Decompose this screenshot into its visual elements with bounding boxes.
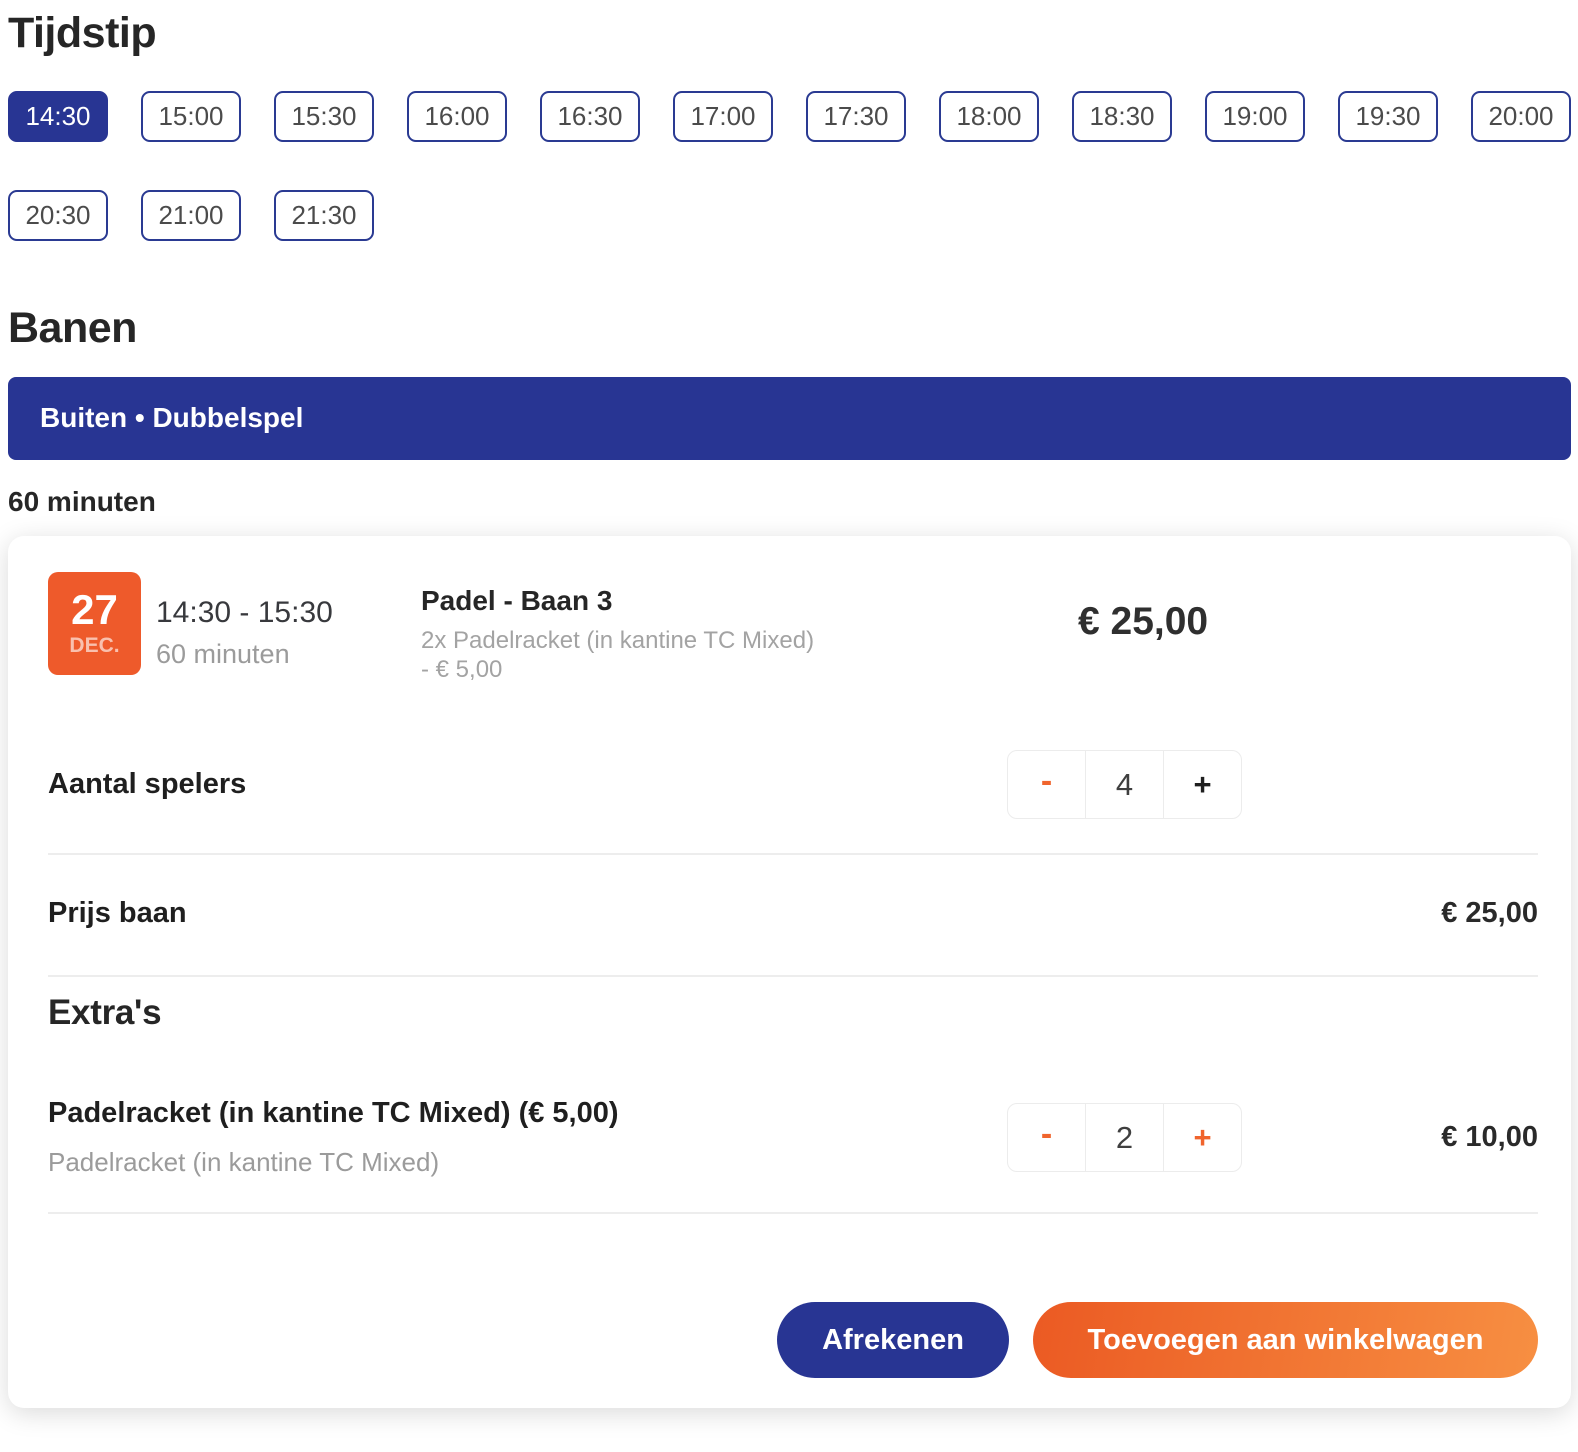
date-month: DEC. [69, 633, 120, 657]
court-price-label: Prijs baan [48, 896, 187, 929]
extra-item-price: € 10,00 [1441, 1121, 1538, 1154]
players-count-value: 4 [1085, 750, 1164, 820]
extra-item-text: Padelracket (in kantine TC Mixed) (€ 5,0… [48, 1097, 1007, 1178]
players-stepper: - 4 + [1007, 750, 1243, 820]
extra-item-row: Padelracket (in kantine TC Mixed) (€ 5,0… [48, 1097, 1538, 1178]
court-name: Padel - Baan 3 [421, 584, 613, 616]
extra-item-title: Padelracket (in kantine TC Mixed) (€ 5,0… [48, 1097, 619, 1130]
court-note-line1: 2x Padelracket (in kantine TC Mixed) [421, 626, 815, 654]
date-badge: 27 DEC. [48, 571, 141, 675]
court-filter-banner: Buiten • Dubbelspel [8, 376, 1571, 460]
divider [48, 853, 1538, 856]
booking-card: 27 DEC. 14:30 - 15:30 60 minuten Padel -… [8, 535, 1571, 1409]
section-title-tijdstip: Tijdstip [8, 9, 157, 57]
extra-minus-button[interactable]: - [1007, 1103, 1086, 1173]
booking-card-header: 27 DEC. 14:30 - 15:30 60 minuten Padel -… [48, 571, 1538, 685]
players-minus-button[interactable]: - [1007, 750, 1086, 820]
time-slot-2030[interactable]: 20:30 [8, 190, 108, 242]
checkout-button[interactable]: Afrekenen [777, 1302, 1009, 1379]
time-slot-list: 14:30 15:00 15:30 16:00 16:30 17:00 17:3… [8, 91, 1571, 242]
players-plus-button[interactable]: + [1163, 750, 1242, 820]
time-slot-1530[interactable]: 15:30 [274, 91, 374, 143]
time-slot-1700[interactable]: 17:00 [673, 91, 773, 143]
time-block: 14:30 - 15:30 60 minuten [156, 572, 421, 670]
extras-heading: Extra's [48, 993, 162, 1033]
card-actions: Afrekenen Toevoegen aan winkelwagen [48, 1302, 1538, 1379]
players-label: Aantal spelers [48, 768, 247, 801]
time-slot-1430[interactable]: 14:30 [8, 91, 108, 143]
section-title-banen: Banen [8, 304, 137, 353]
duration-heading: 60 minuten [8, 485, 156, 517]
time-slot-1830[interactable]: 18:30 [1072, 91, 1172, 143]
header-price: € 25,00 [1078, 599, 1209, 643]
time-slot-1500[interactable]: 15:00 [141, 91, 241, 143]
time-slot-2100[interactable]: 21:00 [141, 190, 241, 242]
time-slot-1600[interactable]: 16:00 [407, 91, 507, 143]
court-title-block: Padel - Baan 3 2x Padelracket (in kantin… [421, 572, 1078, 685]
extra-qty-value: 2 [1085, 1103, 1164, 1173]
court-note-line2: - € 5,00 [421, 655, 503, 683]
time-slot-1800[interactable]: 18:00 [939, 91, 1039, 143]
time-slot-1730[interactable]: 17:30 [806, 91, 906, 143]
court-price-row: Prijs baan € 25,00 [48, 885, 1538, 941]
add-to-cart-button[interactable]: Toevoegen aan winkelwagen [1033, 1302, 1538, 1379]
court-note: 2x Padelracket (in kantine TC Mixed) - €… [421, 626, 1078, 685]
court-filter-label: Buiten • Dubbelspel [40, 402, 304, 434]
booking-page: Tijdstip 14:30 15:00 15:30 16:00 16:30 1… [8, 9, 1571, 1409]
time-range: 14:30 - 15:30 [156, 595, 333, 629]
time-duration: 60 minuten [156, 638, 290, 669]
court-price-value: € 25,00 [1441, 896, 1538, 929]
divider [48, 1212, 1538, 1215]
extra-plus-button[interactable]: + [1163, 1103, 1242, 1173]
time-slot-2130[interactable]: 21:30 [274, 190, 374, 242]
extra-item-stepper: - 2 + [1007, 1103, 1243, 1173]
players-row: Aantal spelers - 4 + [48, 750, 1538, 820]
header-price-block: € 25,00 [1078, 572, 1538, 644]
date-day: 27 [71, 585, 118, 633]
time-slot-1630[interactable]: 16:30 [540, 91, 640, 143]
time-slot-1900[interactable]: 19:00 [1205, 91, 1305, 143]
extra-item-subtitle: Padelracket (in kantine TC Mixed) [48, 1147, 440, 1178]
divider [48, 975, 1538, 978]
time-slot-2000[interactable]: 20:00 [1471, 91, 1571, 143]
time-slot-1930[interactable]: 19:30 [1338, 91, 1438, 143]
